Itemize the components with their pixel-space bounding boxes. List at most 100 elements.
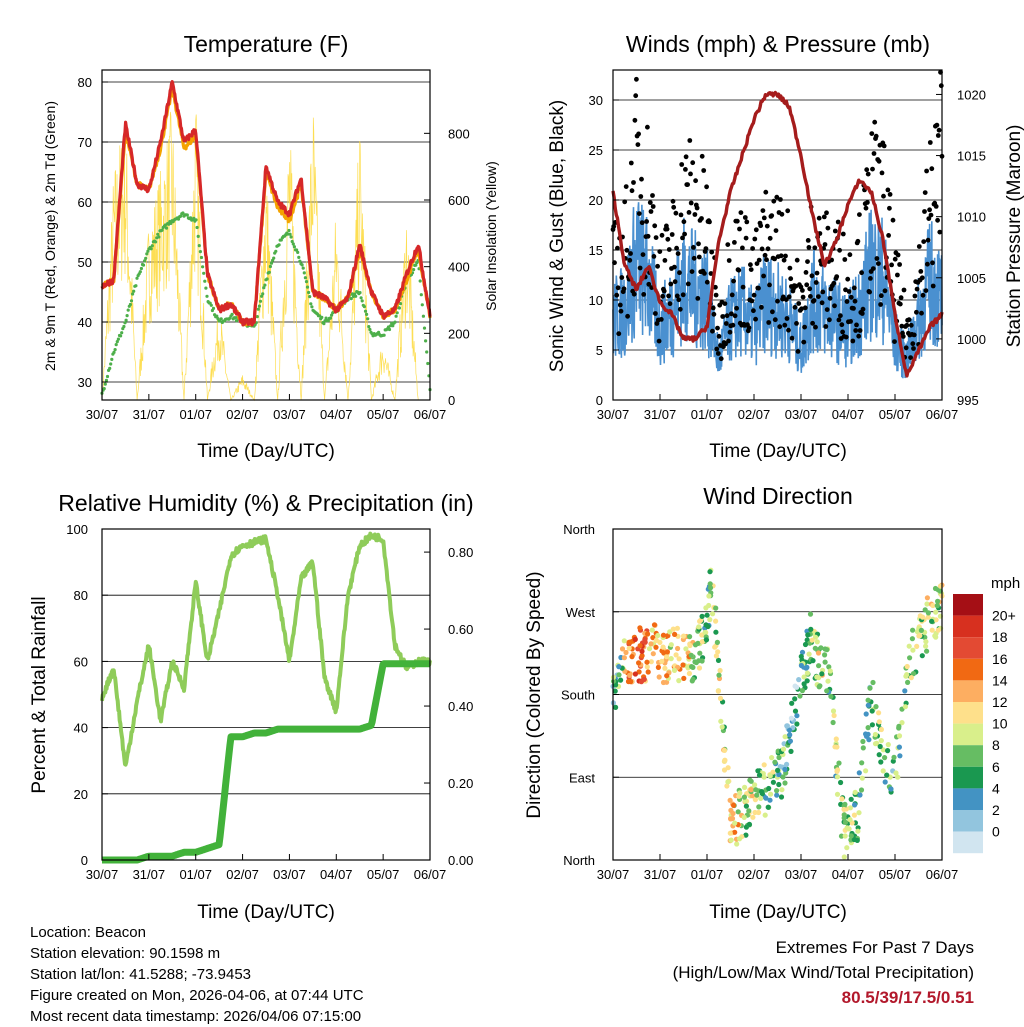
direction-point — [649, 627, 655, 633]
direction-point — [803, 665, 809, 671]
direction-point — [676, 678, 682, 684]
dewpoint-point — [205, 294, 209, 298]
gust-point — [821, 214, 827, 220]
colorbar-label: 20+ — [992, 608, 1016, 624]
direction-point — [714, 639, 721, 646]
direction-point — [628, 679, 634, 685]
gust-point — [623, 184, 629, 190]
dewpoint-point — [295, 248, 299, 252]
gust-point — [723, 321, 729, 326]
dewpoint-point — [255, 315, 259, 319]
dewpoint-series — [100, 211, 432, 395]
direction-point — [664, 673, 670, 679]
dewpoint-point — [359, 296, 363, 300]
dewpoint-point — [154, 240, 158, 244]
humidity-ytick-label: 60 — [74, 654, 88, 669]
direction-point — [865, 725, 871, 731]
dewpoint-point — [309, 302, 313, 306]
dewpoint-point — [120, 331, 124, 335]
direction-point — [856, 770, 862, 776]
dewpoint-point — [297, 255, 301, 259]
humidity-title: Relative Humidity (%) & Precipitation (i… — [58, 490, 473, 516]
gust-point — [923, 288, 929, 293]
gust-point — [696, 241, 701, 247]
gust-point — [924, 168, 929, 174]
direction-point — [616, 664, 622, 670]
gust-point — [878, 302, 883, 307]
dewpoint-point — [391, 324, 395, 328]
direction-point — [623, 649, 629, 656]
direction-ytick-label: West — [566, 605, 596, 620]
direction-point — [839, 796, 845, 802]
gust-point — [870, 166, 875, 172]
gust-point — [661, 288, 667, 294]
direction-point — [891, 754, 897, 761]
dewpoint-point — [110, 357, 114, 361]
direction-point — [690, 664, 696, 671]
direction-point — [664, 649, 671, 655]
gust-point — [927, 140, 933, 145]
gust-point — [788, 276, 794, 282]
dewpoint-point — [300, 263, 304, 267]
dewpoint-point — [119, 334, 123, 338]
dewpoint-point — [105, 374, 110, 379]
direction-point — [782, 780, 788, 786]
dewpoint-point — [215, 314, 219, 318]
direction-point — [794, 684, 800, 690]
gust-point — [843, 287, 848, 293]
direction-point — [863, 768, 869, 774]
gust-point — [853, 328, 859, 333]
gust-point — [885, 187, 891, 193]
direction-point — [924, 648, 930, 654]
direction-point — [636, 660, 642, 666]
direction-point — [836, 760, 842, 766]
dewpoint-point — [394, 314, 398, 318]
gust-point — [916, 244, 922, 249]
direction-point — [876, 752, 882, 758]
direction-point — [629, 654, 635, 660]
direction-point — [885, 748, 891, 754]
gust-point — [938, 83, 944, 89]
direction-point — [876, 719, 882, 725]
direction-point — [841, 812, 847, 818]
gust-point — [777, 324, 783, 330]
dewpoint-point — [323, 319, 327, 323]
gust-point — [740, 245, 745, 251]
direction-point — [782, 766, 788, 773]
gust-point — [914, 286, 920, 292]
direction-point — [929, 618, 935, 624]
gust-point — [619, 275, 625, 280]
direction-point — [707, 569, 713, 575]
direction-title: Wind Direction — [703, 483, 853, 509]
direction-point — [722, 757, 728, 763]
extremes-title: Extremes For Past 7 Days — [775, 938, 974, 957]
direction-point — [721, 747, 728, 754]
gust-point — [710, 305, 716, 311]
direction-point — [774, 792, 780, 798]
gust-point — [925, 261, 930, 267]
colorbar-swatch — [953, 745, 983, 767]
direction-point — [844, 825, 850, 831]
gust-point — [646, 281, 652, 287]
winds-xtick-label: 04/07 — [832, 407, 865, 422]
direction-point — [697, 618, 703, 624]
direction-point — [660, 632, 667, 638]
direction-point — [644, 664, 650, 670]
direction-point — [792, 696, 798, 702]
direction-point — [732, 829, 738, 835]
dewpoint-point — [288, 232, 292, 236]
dewpoint-point — [181, 211, 185, 215]
gust-point — [680, 235, 685, 241]
colorbar-label: 0 — [992, 824, 1000, 840]
colorbar-label: 14 — [992, 672, 1008, 688]
direction-point — [683, 646, 689, 652]
direction-point — [717, 695, 724, 702]
dewpoint-point — [291, 242, 295, 246]
gust-point — [847, 252, 853, 258]
dewpoint-point — [164, 226, 169, 230]
colorbar-swatch — [953, 615, 983, 638]
direction-point — [741, 814, 747, 821]
gust-point — [899, 323, 905, 329]
gust-point — [703, 246, 709, 252]
gust-point — [636, 211, 642, 217]
